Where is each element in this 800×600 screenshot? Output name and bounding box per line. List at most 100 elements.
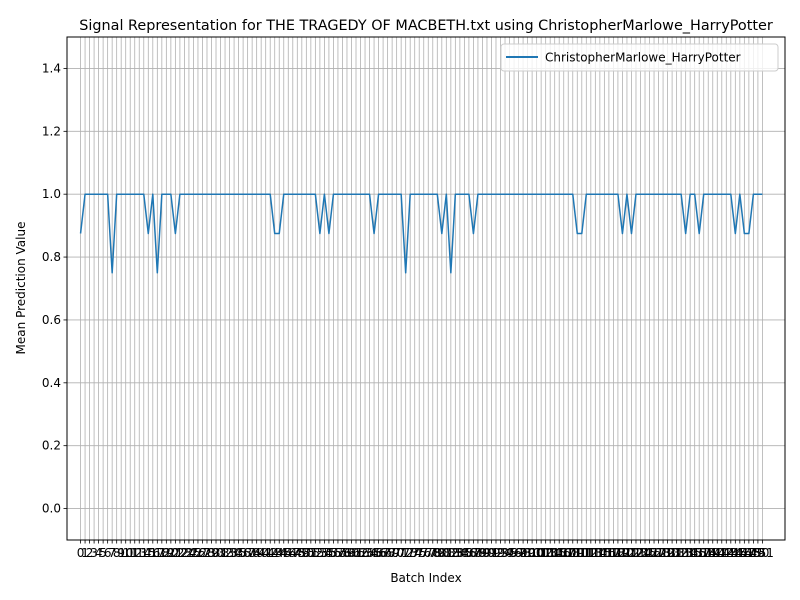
- x-tick-label: 144: [719, 546, 742, 560]
- x-tick-label: 58: [335, 546, 350, 560]
- x-tick-label: 18: [154, 546, 169, 560]
- y-tick-label: 1.4: [42, 61, 61, 75]
- x-tick-label: 78: [425, 546, 440, 560]
- x-tick-label: 146: [728, 546, 751, 560]
- x-tick-label: 50: [299, 546, 314, 560]
- x-tick-label: 7: [108, 546, 116, 560]
- x-tick-label: 29: [204, 546, 219, 560]
- x-tick-label: 79: [430, 546, 445, 560]
- x-tick-label: 108: [557, 546, 580, 560]
- x-tick-label: 32: [217, 546, 232, 560]
- x-gridlines: [80, 37, 763, 540]
- x-tick-label: 77: [421, 546, 436, 560]
- x-tick-label: 38: [245, 546, 260, 560]
- x-tick-label: 136: [683, 546, 706, 560]
- x-tick-label: 33: [222, 546, 237, 560]
- legend: ChristopherMarlowe_HarryPotter: [500, 43, 779, 72]
- y-tick-label: 0.6: [42, 313, 61, 327]
- x-tick-label: 43: [267, 546, 282, 560]
- series-group: [79, 193, 763, 274]
- x-tick-label: 104: [539, 546, 562, 560]
- x-tick-label: 28: [199, 546, 214, 560]
- x-tick-label: 96: [506, 546, 521, 560]
- x-tick-label: 109: [561, 546, 584, 560]
- x-tick-label: 46: [281, 546, 296, 560]
- x-tick-label: 51: [303, 546, 318, 560]
- x-tick-label: 110: [566, 546, 589, 560]
- x-tick-label: 94: [497, 546, 512, 560]
- x-tick-label: 11: [123, 546, 138, 560]
- x-axis-label: Batch Index: [390, 571, 461, 585]
- x-tick-label: 16: [145, 546, 160, 560]
- x-tick-label: 57: [330, 546, 345, 560]
- x-tick-label: 65: [366, 546, 381, 560]
- x-tick-label: 120: [611, 546, 634, 560]
- x-tick-label: 4: [95, 546, 103, 560]
- x-tick-label: 133: [670, 546, 693, 560]
- x-tick-label: 118: [602, 546, 625, 560]
- x-tick-label: 26: [190, 546, 205, 560]
- x-tick-label: 61: [348, 546, 363, 560]
- x-tick-label: 85: [457, 546, 472, 560]
- x-tick-label: 107: [552, 546, 575, 560]
- x-tick-label: 27: [195, 546, 210, 560]
- x-tick-label: 132: [665, 546, 688, 560]
- x-tick-label: 35: [231, 546, 246, 560]
- x-tick-label: 147: [733, 546, 756, 560]
- x-tick-label: 81: [439, 546, 454, 560]
- x-tick-label: 145: [724, 546, 747, 560]
- x-tick-label: 90: [479, 546, 494, 560]
- x-tick-label: 64: [362, 546, 377, 560]
- x-tick-label: 122: [620, 546, 643, 560]
- x-tick-label: 55: [321, 546, 336, 560]
- x-tick-label: 100: [521, 546, 544, 560]
- x-tick-label: 68: [380, 546, 395, 560]
- x-tick-label: 73: [403, 546, 418, 560]
- x-tick-label: 149: [742, 546, 765, 560]
- y-tick-label: 1.0: [42, 187, 61, 201]
- x-tick-label: 53: [312, 546, 327, 560]
- x-tick-label: 24: [181, 546, 196, 560]
- x-tick-label: 103: [534, 546, 557, 560]
- x-tick-label: 44: [272, 546, 287, 560]
- x-tick-label: 117: [597, 546, 620, 560]
- x-tick-label: 98: [515, 546, 530, 560]
- x-tick-label: 83: [448, 546, 463, 560]
- x-tick-label: 62: [353, 546, 368, 560]
- x-tick-label: 99: [520, 546, 535, 560]
- x-tick-label: 130: [656, 546, 679, 560]
- x-tick-label: 34: [226, 546, 241, 560]
- x-tick-label: 20: [163, 546, 178, 560]
- x-tick-label: 119: [606, 546, 629, 560]
- y-tick-label: 0.0: [42, 502, 61, 516]
- x-tick-label: 1: [81, 546, 89, 560]
- x-tick-label: 93: [493, 546, 508, 560]
- x-tick-label: 19: [159, 546, 174, 560]
- x-tick-label: 126: [638, 546, 661, 560]
- x-tick-label: 135: [679, 546, 702, 560]
- x-tick-label: 95: [502, 546, 517, 560]
- x-tick-label: 89: [475, 546, 490, 560]
- x-tick-label: 69: [384, 546, 399, 560]
- y-tick-label: 0.8: [42, 250, 61, 264]
- x-tick-label: 127: [643, 546, 666, 560]
- x-tick-label: 128: [647, 546, 670, 560]
- x-tick-label: 115: [588, 546, 611, 560]
- x-tick-label: 36: [235, 546, 250, 560]
- x-tick-label: 49: [294, 546, 309, 560]
- x-tick-label: 37: [240, 546, 255, 560]
- legend-label: ChristopherMarlowe_HarryPotter: [545, 51, 741, 65]
- x-tick-label: 31: [213, 546, 228, 560]
- x-tick-label: 10: [118, 546, 133, 560]
- x-tick-label: 47: [285, 546, 300, 560]
- x-tick-label: 148: [737, 546, 760, 560]
- x-tick-label: 91: [484, 546, 499, 560]
- chart-title: Signal Representation for THE TRAGEDY OF…: [79, 18, 773, 34]
- x-tick-label: 3: [90, 546, 98, 560]
- legend-box: [500, 43, 779, 72]
- x-tick-label: 13: [132, 546, 147, 560]
- y-axis-label: Mean Prediction Value: [14, 222, 28, 355]
- x-tick-label: 106: [548, 546, 571, 560]
- x-tick-label: 9: [117, 546, 125, 560]
